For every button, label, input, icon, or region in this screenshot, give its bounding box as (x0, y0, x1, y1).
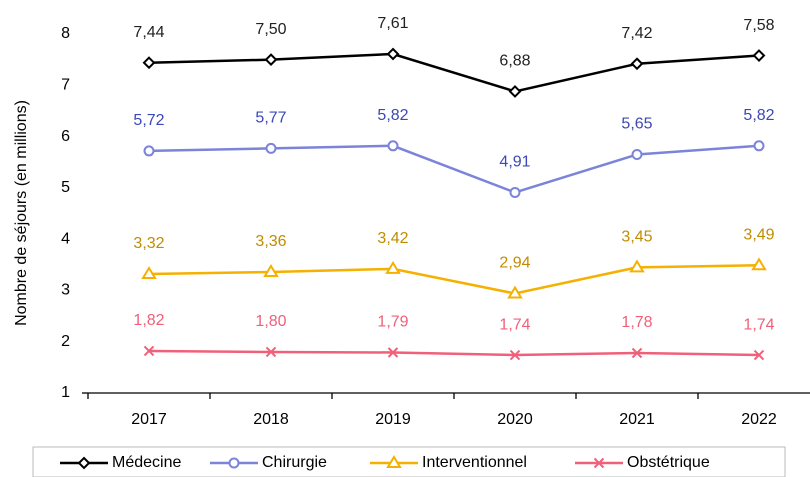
data-label: 3,45 (621, 229, 652, 246)
data-label: 2,94 (499, 255, 530, 272)
data-label: 6,88 (499, 53, 530, 70)
series-line (148, 349, 760, 357)
data-label: 1,74 (743, 316, 774, 333)
marker (753, 140, 765, 152)
data-label: 3,32 (133, 235, 164, 252)
marker (142, 56, 156, 70)
data-label: 7,61 (377, 15, 408, 32)
data-label: 1,74 (499, 316, 530, 333)
x-tick-label: 2020 (497, 411, 533, 428)
marker (751, 257, 767, 271)
marker (265, 142, 277, 154)
data-label: 5,82 (743, 107, 774, 124)
legend-label: Interventionnel (422, 454, 527, 471)
marker (386, 47, 400, 61)
marker (263, 264, 279, 277)
data-label: 1,79 (377, 314, 408, 331)
marker (77, 456, 91, 470)
marker (507, 285, 523, 299)
legend-label: Médecine (112, 454, 181, 471)
marker (752, 49, 766, 62)
data-label: 7,50 (255, 21, 286, 38)
marker (228, 457, 240, 469)
series-line (148, 144, 760, 194)
x-tick-label: 2017 (131, 411, 167, 428)
series-line (148, 52, 760, 93)
marker (264, 53, 278, 67)
data-label: 1,80 (255, 313, 286, 330)
data-label: 5,65 (621, 116, 652, 133)
y-tick-label: 5 (61, 179, 70, 196)
marker (387, 140, 399, 152)
x-tick-label: 2019 (375, 411, 411, 428)
marker (265, 346, 277, 358)
y-tick-label: 8 (61, 25, 70, 42)
marker (387, 347, 399, 358)
marker (509, 349, 521, 361)
marker (631, 347, 643, 359)
marker (629, 259, 645, 273)
marker (141, 266, 157, 280)
y-tick-label: 1 (61, 384, 70, 401)
marker (385, 260, 401, 274)
x-tick-label: 2022 (741, 411, 777, 428)
data-label: 5,77 (255, 110, 286, 127)
data-label: 4,91 (499, 154, 530, 171)
data-label: 1,82 (133, 312, 164, 329)
legend-label: Chirurgie (262, 454, 327, 471)
marker (593, 457, 605, 469)
series-line (148, 264, 760, 295)
marker (630, 57, 644, 71)
y-tick-label: 3 (61, 282, 70, 299)
marker (386, 455, 402, 468)
data-label: 3,36 (255, 233, 286, 250)
y-tick-label: 6 (61, 128, 70, 145)
y-axis-label: Nombre de séjours (en millions) (13, 100, 30, 326)
x-tick-label: 2021 (619, 411, 655, 428)
y-tick-label: 4 (61, 230, 70, 247)
x-tick-label: 2018 (253, 411, 289, 428)
data-label: 5,72 (133, 112, 164, 129)
marker (753, 349, 765, 361)
data-label: 1,78 (621, 314, 652, 331)
data-label: 7,44 (133, 24, 164, 41)
y-tick-label: 7 (61, 77, 70, 94)
marker (509, 186, 521, 198)
data-label: 5,82 (377, 107, 408, 124)
data-label: 7,42 (621, 25, 652, 42)
marker (143, 145, 155, 157)
y-tick-label: 2 (61, 333, 70, 350)
data-label: 3,42 (377, 230, 408, 247)
data-label: 7,58 (743, 17, 774, 34)
legend-box (32, 446, 786, 477)
marker (143, 345, 155, 357)
marker (631, 149, 643, 161)
legend-label: Obstétrique (627, 454, 710, 471)
marker (508, 85, 522, 98)
data-label: 3,49 (743, 227, 774, 244)
